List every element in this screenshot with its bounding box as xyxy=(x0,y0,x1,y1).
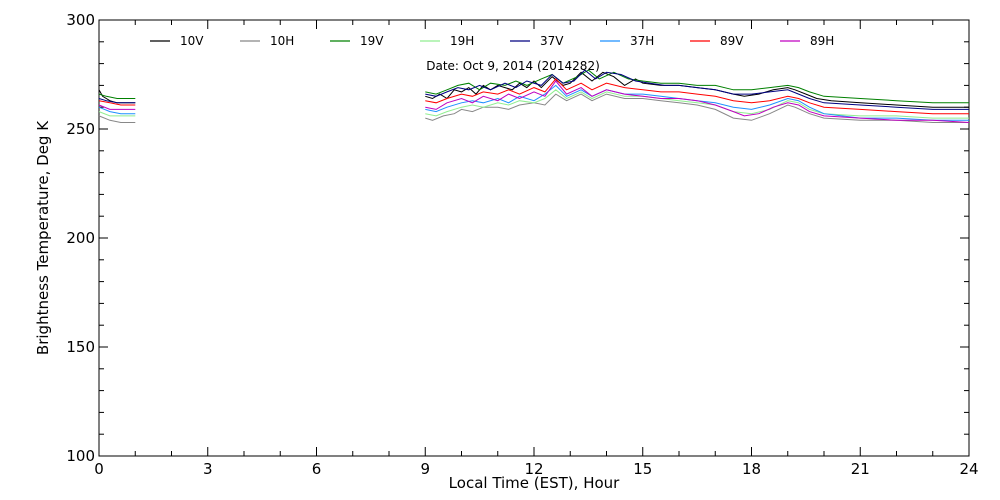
x-tick-label: 6 xyxy=(312,460,322,478)
series-line-89h xyxy=(425,80,970,123)
series-line-10v xyxy=(425,71,969,108)
x-tick-label: 21 xyxy=(851,460,870,478)
series-line-19h xyxy=(425,89,969,119)
legend-label-89v: 89V xyxy=(720,34,744,48)
chart-subtitle: Date: Oct 9, 2014 (2014282) xyxy=(426,59,600,73)
y-tick-label: 200 xyxy=(66,229,95,247)
series-line-89v xyxy=(98,100,136,106)
legend-label-19v: 19V xyxy=(360,34,384,48)
x-tick-label: 9 xyxy=(420,460,430,478)
legend-label-10h: 10H xyxy=(270,34,294,48)
series-line-89v xyxy=(425,78,969,115)
legend-label-89h: 89H xyxy=(810,34,834,48)
series-line-37v xyxy=(98,98,136,104)
y-tick-label: 250 xyxy=(66,120,95,138)
y-axis-title: Brightness Temperature, Deg K xyxy=(34,120,52,355)
legend-label-10v: 10V xyxy=(180,34,204,48)
y-tick-label: 300 xyxy=(66,11,95,29)
series-line-19h xyxy=(98,111,136,117)
x-axis-title: Local Time (EST), Hour xyxy=(449,474,620,492)
x-tick-label: 12 xyxy=(524,460,543,478)
x-tick-label: 0 xyxy=(94,460,104,478)
series-line-89h xyxy=(98,104,136,110)
series-line-37h xyxy=(98,106,136,115)
plot-frame xyxy=(98,19,970,457)
series-line-10h xyxy=(425,93,969,123)
legend-label-19h: 19H xyxy=(450,34,474,48)
x-tick-label: 15 xyxy=(633,460,652,478)
x-tick-label: 18 xyxy=(742,460,761,478)
series-line-37v xyxy=(425,69,969,110)
y-tick-label: 100 xyxy=(66,447,95,465)
x-tick-label: 24 xyxy=(959,460,978,478)
x-tick-label: 3 xyxy=(203,460,213,478)
y-tick-label: 150 xyxy=(66,338,95,356)
legend-label-37h: 37H xyxy=(630,34,654,48)
legend-label-37v: 37V xyxy=(540,34,564,48)
series-line-10v xyxy=(98,89,136,104)
series-line-19v xyxy=(98,93,136,99)
series-line-19v xyxy=(425,69,969,104)
series-line-10h xyxy=(98,115,136,123)
